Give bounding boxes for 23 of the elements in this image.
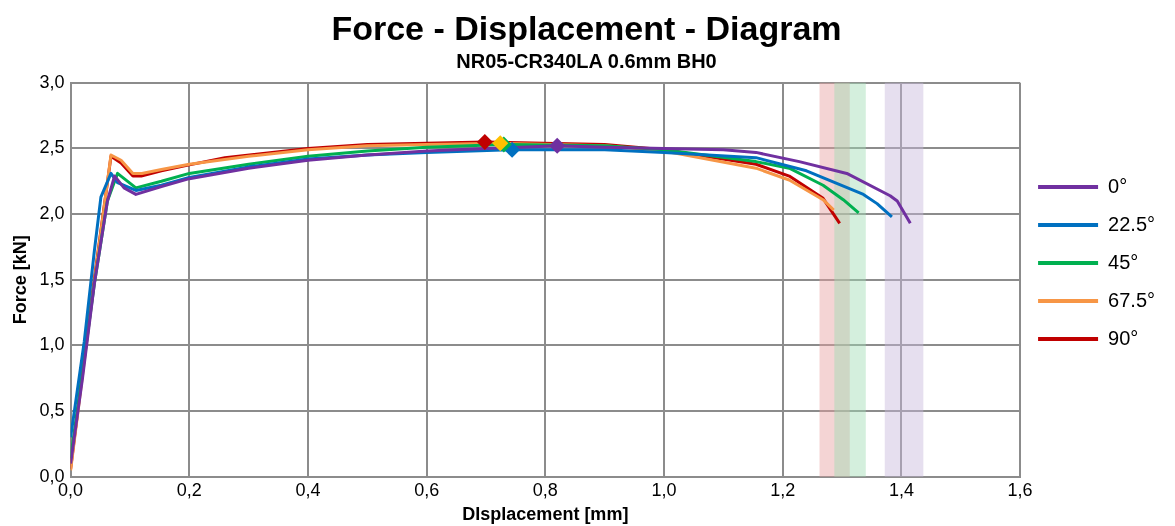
x-tick-label: 0,6 xyxy=(414,479,440,500)
x-tick-label: 0,8 xyxy=(532,479,558,500)
x-tick-label: 1,6 xyxy=(1007,479,1033,500)
y-tick-label: 2,0 xyxy=(39,203,65,224)
legend-label: 0° xyxy=(1108,174,1128,197)
y-tick-label: 1,5 xyxy=(39,268,65,289)
x-tick-label: 1,4 xyxy=(888,479,914,500)
y-tick-label: 2,5 xyxy=(39,137,65,158)
y-tick-label: 0,5 xyxy=(39,400,65,421)
chart-title: Force - Displacement - Diagram xyxy=(331,8,842,47)
legend-label: 22.5° xyxy=(1108,212,1156,235)
y-axis-title: Force [kN] xyxy=(9,235,30,325)
chart-subtitle: NR05-CR340LA 0.6mm BH0 xyxy=(456,50,717,73)
x-tick-label: 0,4 xyxy=(295,479,321,500)
x-tick-label: 1,2 xyxy=(770,479,796,500)
y-tick-label: 3,0 xyxy=(39,71,65,92)
legend-label: 90° xyxy=(1108,326,1139,349)
legend-label: 67.5° xyxy=(1108,288,1156,311)
x-axis-title: DIsplacement [mm] xyxy=(462,504,629,525)
y-tick-label: 1,0 xyxy=(39,334,65,355)
legend-label: 45° xyxy=(1108,250,1139,273)
x-tick-label: 1,0 xyxy=(651,479,677,500)
x-tick-label: 0,2 xyxy=(176,479,202,500)
